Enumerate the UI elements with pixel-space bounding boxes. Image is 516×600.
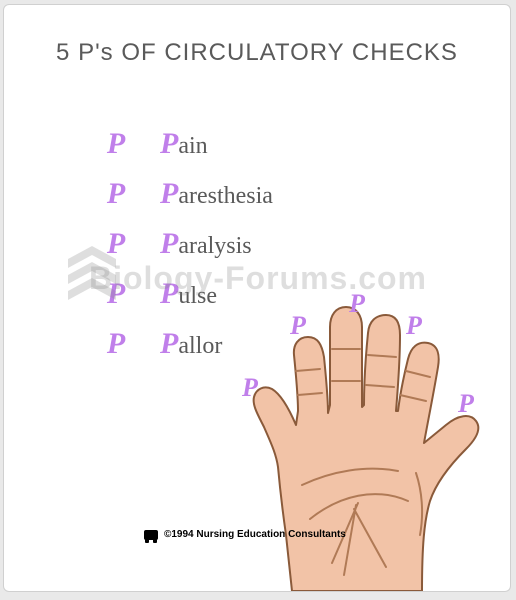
list-word-first: P <box>160 127 178 160</box>
finger-label: P <box>406 311 422 341</box>
list-item: PParesthesia <box>104 177 273 227</box>
card: 5 P's OF CIRCULATORY CHECKS PPainPParest… <box>3 4 511 592</box>
bullet-letter: P <box>104 227 128 261</box>
finger-label: P <box>290 311 306 341</box>
list-word-rest: allor <box>178 333 222 359</box>
list-word: Paresthesia <box>160 177 273 211</box>
bullet-letter: P <box>104 177 128 211</box>
phone-icon <box>144 530 158 540</box>
list-word-first: P <box>160 177 178 210</box>
list-word-first: P <box>160 327 178 360</box>
list-word-rest: ulse <box>178 283 217 309</box>
list-word-rest: aresthesia <box>178 183 273 209</box>
bullet-letter: P <box>104 277 128 311</box>
list-word-rest: ain <box>178 133 207 159</box>
list-word: Pallor <box>160 327 222 361</box>
list-word-first: P <box>160 227 178 260</box>
list-item: PParalysis <box>104 227 273 277</box>
list-word-rest: aralysis <box>178 233 251 259</box>
list-word: Pulse <box>160 277 217 311</box>
finger-label: P <box>458 389 474 419</box>
list-word: Paralysis <box>160 227 252 261</box>
list-word: Pain <box>160 127 208 161</box>
bullet-letter: P <box>104 327 128 361</box>
copyright-text: ©1994 Nursing Education Consultants <box>164 529 346 540</box>
hand-icon <box>236 285 486 591</box>
finger-label: P <box>349 289 365 319</box>
page-title: 5 P's OF CIRCULATORY CHECKS <box>4 39 510 67</box>
finger-label: P <box>242 373 258 403</box>
bullet-letter: P <box>104 127 128 161</box>
copyright: ©1994 Nursing Education Consultants <box>144 529 346 540</box>
list-word-first: P <box>160 277 178 310</box>
hand-illustration: P P P P P <box>236 285 486 591</box>
list-item: PPain <box>104 127 273 177</box>
